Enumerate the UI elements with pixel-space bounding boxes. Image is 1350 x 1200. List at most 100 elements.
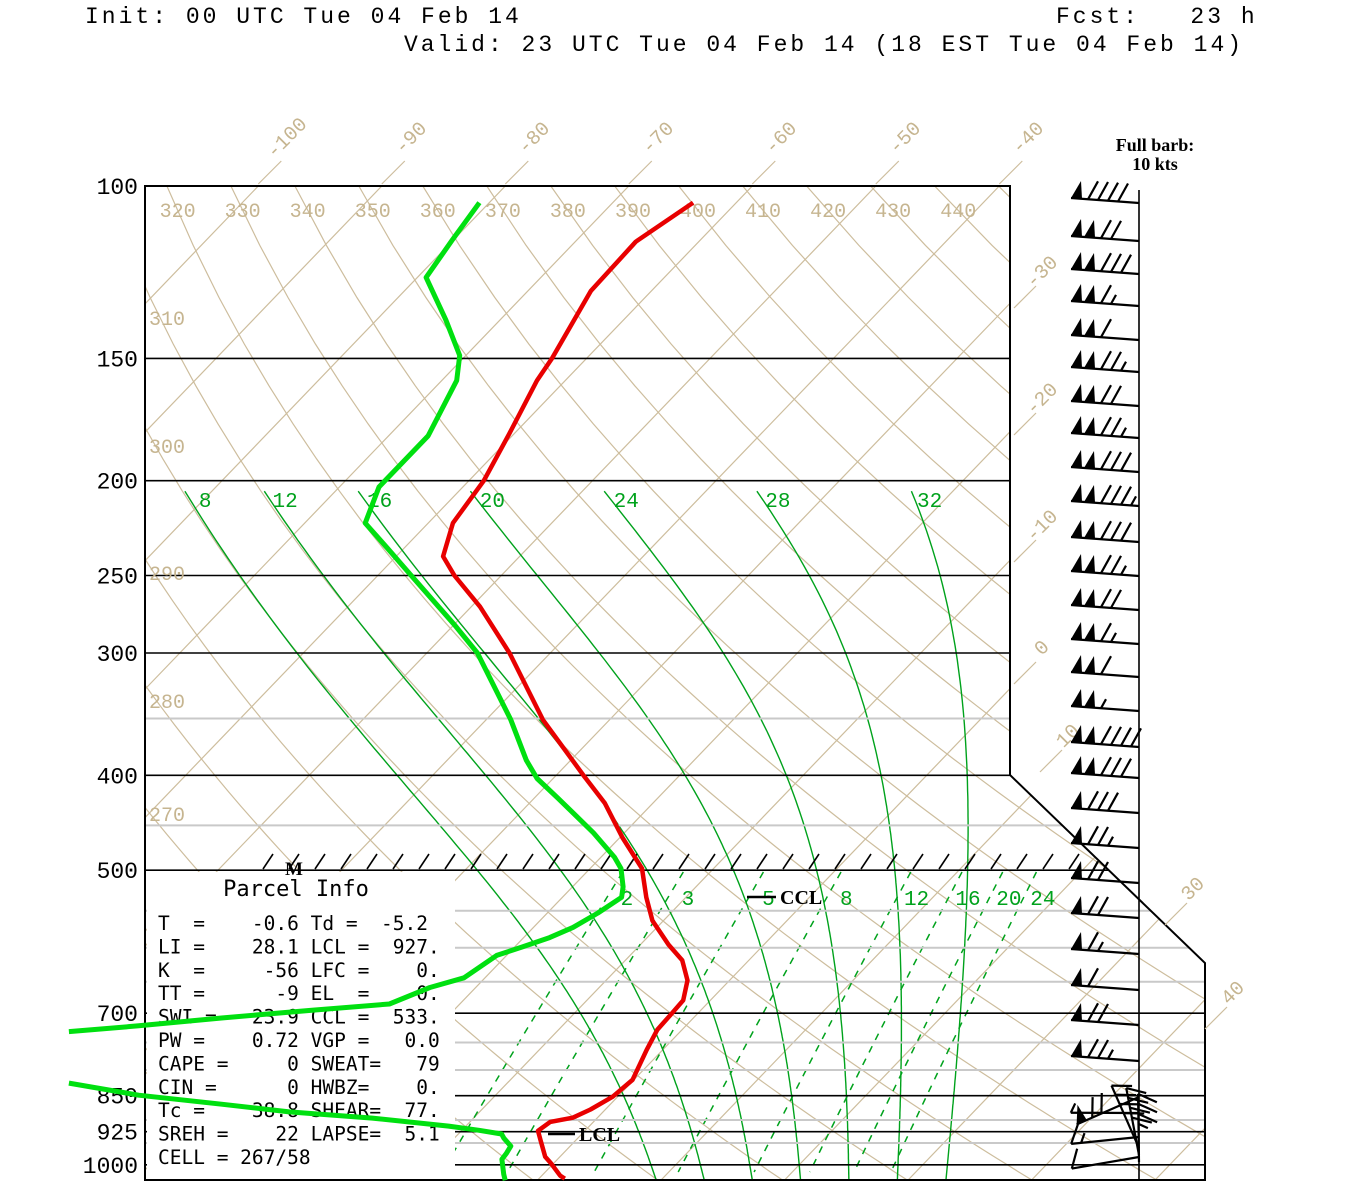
- theta-label-top: 320: [160, 201, 196, 224]
- wind-barb: [1070, 1002, 1140, 1027]
- hatch-tick: [288, 853, 300, 870]
- pressure-axis-label: 925: [97, 1121, 138, 1147]
- pressure-axis-label: 1000: [83, 1154, 138, 1180]
- dry-adiabat-line: [1318, 186, 1350, 1184]
- isotherm-label-right: 30: [1177, 873, 1210, 906]
- mixing-ratio-label: 3: [682, 889, 695, 912]
- isotherm-label-top: -80: [514, 118, 556, 160]
- hatch-tick: [834, 853, 846, 870]
- wind-barb: [1070, 967, 1140, 992]
- mixing-ratio-line: [593, 871, 765, 1173]
- mixing-ratio-line: [853, 871, 1004, 1173]
- dry-adiabat-line: [998, 186, 1205, 1180]
- hatch-tick: [1068, 853, 1080, 870]
- isotherm-label-top: -100: [263, 114, 313, 164]
- parcel-info-line: TT = -9 EL = 0.: [158, 982, 440, 1005]
- isotherm-label-leader: [628, 160, 653, 185]
- dewpoint-curve-upper: [68, 201, 626, 1035]
- theta-label-top: 410: [745, 201, 781, 224]
- isotherm-line: [413, 186, 1205, 1180]
- dry-adiabat-line: [358, 186, 1205, 1180]
- temperature-curve: [440, 200, 695, 1181]
- moist-adiabat-label: 20: [480, 491, 505, 514]
- dry-adiabat-line: [934, 186, 1205, 1180]
- theta-label-top: 360: [420, 201, 456, 224]
- hatch-tick: [964, 853, 976, 870]
- mixing-ratio-label: 20: [996, 889, 1021, 912]
- wind-barb: [1136, 1092, 1158, 1163]
- hatch-tick: [886, 853, 898, 870]
- isotherm-label-leader: [1013, 285, 1037, 309]
- isotherm-line: [784, 186, 1205, 1180]
- hatch-tick: [600, 853, 612, 870]
- m-marker: M: [285, 859, 303, 880]
- moist-adiabat-line: [263, 490, 705, 1180]
- hatch-tick: [912, 853, 924, 870]
- theta-label-top: 380: [550, 201, 586, 224]
- dry-adiabat-line: [1254, 186, 1350, 1184]
- hatch-tick: [938, 853, 950, 870]
- moist-adiabat-line: [756, 490, 903, 1180]
- wind-barb: [1070, 725, 1142, 749]
- pressure-axis-label: 150: [97, 347, 138, 373]
- hatch-tick: [548, 853, 560, 870]
- mixing-ratio-label: 12: [904, 889, 929, 912]
- theta-label-top: 350: [355, 201, 391, 224]
- isotherm-line: [1154, 186, 1205, 1180]
- theta-label-top: 430: [875, 201, 911, 224]
- isotherm-line: [660, 186, 1205, 1180]
- wind-barb: [1070, 1148, 1140, 1170]
- isotherm-line: [0, 186, 135, 1180]
- wind-barb: [1070, 450, 1140, 474]
- pressure-axis-label: 300: [97, 642, 138, 668]
- dry-adiabat-line: [145, 186, 1039, 1180]
- dry-adiabat-line: [145, 186, 163, 1180]
- isotherm-label-leader: [1039, 749, 1063, 773]
- isotherm-label-top: -60: [761, 118, 803, 160]
- isotherm-label-right: -30: [1022, 252, 1064, 294]
- parcel-info-line: T = -0.6 Td = -5.2: [158, 912, 428, 935]
- wind-barb: [1070, 655, 1140, 679]
- wind-barb: [1070, 284, 1140, 308]
- moist-adiabat-label: 32: [917, 491, 942, 514]
- pressure-axis-label: 200: [97, 470, 138, 496]
- hatch-tick: [730, 853, 742, 870]
- hatch-tick: [652, 853, 664, 870]
- wind-barb: [1070, 252, 1140, 276]
- wind-barb: [1070, 860, 1140, 885]
- hatch-tick: [782, 853, 794, 870]
- isotherm-line: [145, 186, 506, 1180]
- isotherm-label-right: 0: [1030, 636, 1055, 661]
- theta-label-top: 330: [225, 201, 261, 224]
- moist-adiabat-line: [910, 490, 969, 1180]
- hatch-tick: [470, 853, 482, 870]
- wind-barb: [1070, 790, 1140, 815]
- isotherm-label-top: -40: [1008, 118, 1050, 160]
- isotherm-label-top: -90: [391, 118, 433, 160]
- isotherm-label-leader: [998, 160, 1023, 185]
- hatch-tick: [522, 853, 534, 870]
- hatch-tick: [704, 853, 716, 870]
- theta-label-top: 370: [485, 201, 521, 224]
- hatch-tick: [1016, 853, 1028, 870]
- wind-barb: [1070, 895, 1140, 920]
- wind-barb: [1070, 931, 1140, 956]
- hatch-tick: [496, 853, 508, 870]
- mixing-ratio-label: 5: [762, 889, 775, 912]
- mixing-ratio-line: [890, 871, 1038, 1173]
- moist-adiabat-label: 28: [765, 491, 790, 514]
- wind-barb: [1070, 1038, 1140, 1063]
- dry-adiabat-line: [422, 186, 1205, 1180]
- dry-adiabat-line: [145, 186, 788, 1180]
- parcel-info-line: LI = 28.1 LCL = 927.: [158, 935, 440, 958]
- hatch-tick: [418, 853, 430, 870]
- dry-adiabat-line: [614, 186, 1205, 1180]
- theta-label-top: 440: [940, 201, 976, 224]
- parcel-info-line: CAPE = 0 SWEAT= 79: [158, 1052, 440, 1075]
- dry-adiabat-line: [870, 186, 1205, 1180]
- isotherm-label-leader: [1013, 661, 1037, 685]
- forecast-hour-label: Fcst: 23 h: [1056, 4, 1258, 30]
- moist-adiabat-label: 12: [272, 491, 297, 514]
- isotherm-line: [145, 186, 753, 1180]
- parcel-info-line: CIN = 0 HWBZ= 0.: [158, 1076, 440, 1099]
